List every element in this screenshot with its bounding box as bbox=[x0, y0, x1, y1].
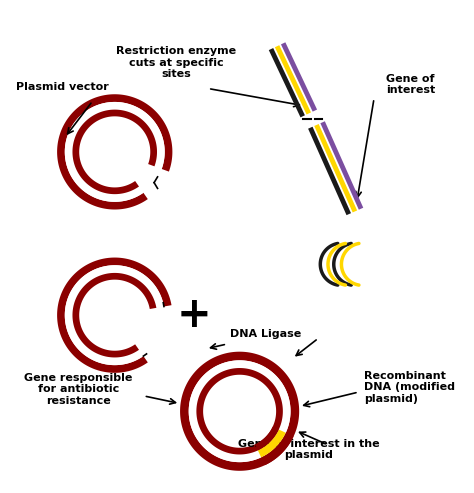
Polygon shape bbox=[73, 273, 156, 357]
Polygon shape bbox=[57, 257, 172, 373]
Polygon shape bbox=[57, 94, 173, 210]
Polygon shape bbox=[258, 429, 286, 458]
Polygon shape bbox=[180, 352, 299, 471]
Text: Plasmid vector: Plasmid vector bbox=[16, 81, 109, 92]
Polygon shape bbox=[196, 368, 283, 455]
Text: Gene of
interest: Gene of interest bbox=[386, 74, 435, 96]
Polygon shape bbox=[65, 102, 164, 202]
Text: +: + bbox=[176, 294, 211, 336]
Polygon shape bbox=[189, 360, 291, 462]
Text: Restriction enzyme
cuts at specific
sites: Restriction enzyme cuts at specific site… bbox=[116, 46, 236, 79]
Polygon shape bbox=[65, 265, 164, 365]
Polygon shape bbox=[255, 426, 279, 451]
Polygon shape bbox=[73, 109, 157, 194]
Polygon shape bbox=[261, 433, 293, 465]
Text: DNA Ligase: DNA Ligase bbox=[230, 329, 301, 339]
Text: Gene responsible
for antibiotic
resistance: Gene responsible for antibiotic resistan… bbox=[24, 373, 132, 406]
Text: Recombinant
DNA (modified
plasmid): Recombinant DNA (modified plasmid) bbox=[365, 371, 456, 404]
Text: Gene of interest in the
plasmid: Gene of interest in the plasmid bbox=[238, 439, 380, 460]
